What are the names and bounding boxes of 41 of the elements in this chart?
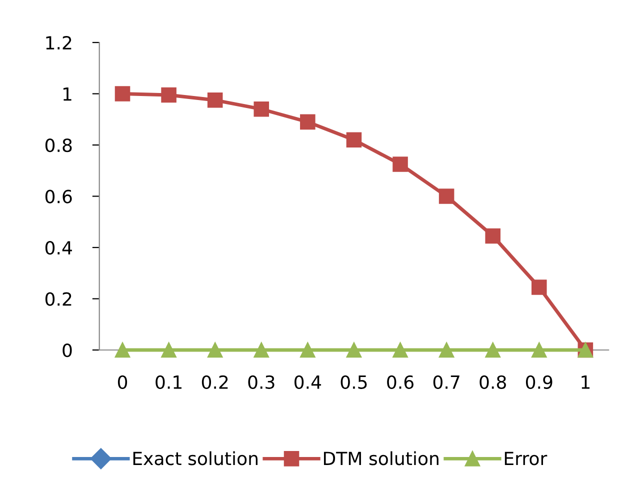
x-tick-label: 0.7 [433,375,460,389]
point [346,342,362,358]
point [254,101,270,117]
legend-label: Error [504,452,548,466]
point [438,342,454,358]
legend-label: DTM solution [324,451,438,466]
y-tick-label: 0.4 [45,240,72,255]
point [207,342,223,358]
y-tick-label: 0 [62,343,72,358]
y-tick-label: 1 [63,87,72,101]
x-tick-label: 0.1 [156,375,182,389]
x-tick-label: 0.9 [526,375,552,389]
x-tick-label: 0.8 [480,375,506,389]
point [392,342,408,358]
point [114,342,130,358]
point [532,342,547,358]
point [485,342,500,358]
point [254,342,270,358]
x-tick-label: 0.5 [340,375,367,389]
y-tick-label: 1.2 [46,36,72,50]
x-tick-label: 0.2 [202,375,228,389]
point [300,114,316,130]
x-tick-label: 0.4 [294,375,322,389]
point [161,342,176,358]
x-tick-label: 0.3 [248,375,274,389]
point [114,86,130,102]
point [300,342,316,358]
x-tick-label: 0.6 [387,375,414,389]
legend-label: Exact solution [133,451,258,466]
y-tick-label: 0.6 [45,190,72,204]
point [161,87,176,103]
y-tick-label: 0.8 [45,138,72,152]
point [207,92,223,108]
point [532,280,547,295]
x-tick-label: 0 [118,375,128,389]
point [346,132,362,148]
y-tick-label: 0.2 [45,292,72,306]
point [485,228,500,244]
point [438,188,454,204]
point [392,156,408,172]
x-tick-label: 1 [582,376,590,389]
